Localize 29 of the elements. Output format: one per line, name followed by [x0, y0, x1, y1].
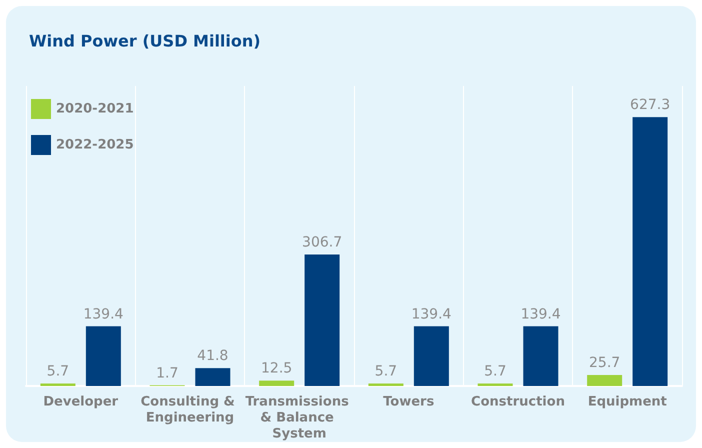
bar: [195, 368, 230, 386]
data-label: 5.7: [484, 364, 506, 380]
bar: [414, 326, 449, 386]
data-label: 139.4: [411, 306, 452, 322]
x-tick-label: Consulting & Engineering: [140, 394, 240, 426]
data-label: 41.8: [197, 348, 228, 364]
legend-label: 2022-2025: [56, 138, 134, 152]
x-tick-label: Towers: [383, 394, 434, 410]
bar: [632, 117, 668, 386]
x-tick-label: Construction: [471, 394, 565, 410]
data-label: 1.7: [156, 365, 178, 382]
data-label: 139.4: [520, 306, 561, 322]
x-tick-label: Developer: [43, 394, 119, 410]
bar: [304, 254, 340, 386]
data-label: 306.7: [302, 234, 342, 251]
data-label: 25.7: [588, 354, 620, 371]
data-label: 5.7: [374, 364, 398, 380]
x-tick-label: Equipment: [588, 394, 667, 410]
legend-label: 2020-2021: [56, 102, 134, 116]
bar: [259, 380, 294, 386]
data-label: 139.4: [83, 306, 124, 322]
data-label: 12.5: [260, 360, 292, 377]
data-label: 5.7: [46, 364, 70, 380]
bar: [86, 326, 121, 386]
bar: [523, 326, 558, 386]
bar: [587, 374, 622, 386]
data-label: 627.3: [630, 97, 670, 114]
x-tick-label: Transmissions & Balance System: [245, 394, 354, 442]
chart-title: Wind Power (USD Million): [29, 32, 261, 50]
